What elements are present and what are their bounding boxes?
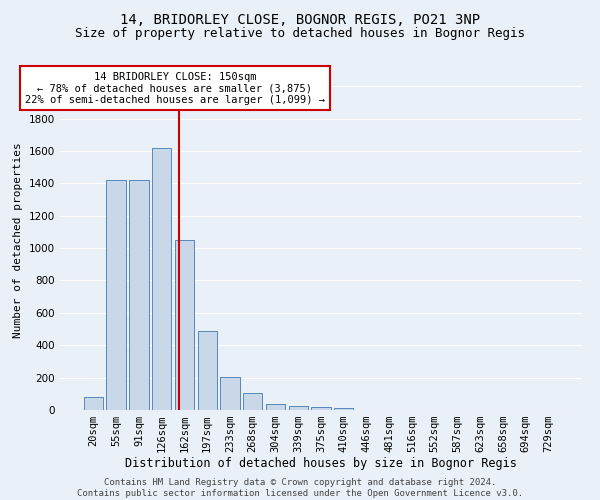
Bar	[311, 407, 331, 410]
Bar	[266, 404, 285, 410]
Bar	[129, 180, 149, 410]
Bar	[289, 406, 308, 410]
Text: Size of property relative to detached houses in Bognor Regis: Size of property relative to detached ho…	[75, 28, 525, 40]
Bar	[334, 408, 353, 410]
Text: 14, BRIDORLEY CLOSE, BOGNOR REGIS, PO21 3NP: 14, BRIDORLEY CLOSE, BOGNOR REGIS, PO21 …	[120, 12, 480, 26]
Bar	[197, 330, 217, 410]
Bar	[106, 180, 126, 410]
Bar	[84, 397, 103, 410]
Bar	[243, 393, 262, 410]
Bar	[175, 240, 194, 410]
Text: Contains HM Land Registry data © Crown copyright and database right 2024.
Contai: Contains HM Land Registry data © Crown c…	[77, 478, 523, 498]
Text: 14 BRIDORLEY CLOSE: 150sqm
← 78% of detached houses are smaller (3,875)
22% of s: 14 BRIDORLEY CLOSE: 150sqm ← 78% of deta…	[25, 72, 325, 105]
Y-axis label: Number of detached properties: Number of detached properties	[13, 142, 23, 338]
Bar	[152, 148, 172, 410]
X-axis label: Distribution of detached houses by size in Bognor Regis: Distribution of detached houses by size …	[125, 456, 517, 469]
Bar	[220, 377, 239, 410]
